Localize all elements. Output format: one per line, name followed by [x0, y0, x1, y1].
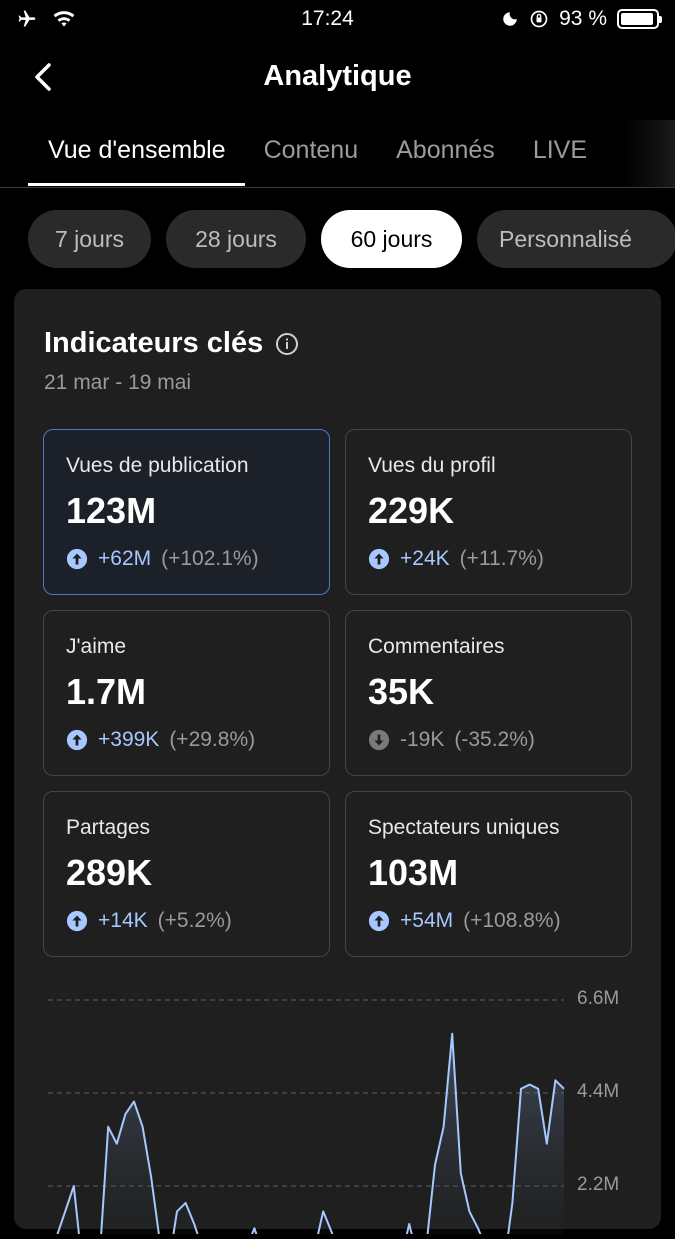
metric-value: 289K — [66, 852, 153, 893]
metric-label: Commentaires — [368, 635, 505, 658]
metric-delta: +24K — [400, 547, 450, 570]
metric-label: Vues de publication — [66, 454, 249, 477]
metric-delta-percent: (+11.7%) — [459, 547, 544, 570]
metric-label: J'aime — [66, 635, 127, 658]
card-date-range: 21 mar - 19 mai — [44, 371, 192, 394]
metric-delta: +399K — [98, 728, 160, 751]
battery-percent: 93 % — [559, 7, 607, 30]
metric-label: Spectateurs uniques — [368, 816, 560, 839]
metric-value: 229K — [368, 490, 455, 531]
airplane-icon — [18, 10, 36, 27]
metric-card-unique-viewers[interactable]: Spectateurs uniques 103M +54M (+108.8%) — [345, 791, 632, 957]
metric-change: +62M (+102.1%) — [66, 547, 259, 571]
arrow-up-circle-icon — [368, 910, 390, 932]
metric-delta-percent: (-35.2%) — [454, 728, 535, 751]
battery-icon — [617, 9, 662, 29]
metric-delta-percent: (+29.8%) — [169, 728, 256, 751]
range-60-days[interactable]: 60 jours — [321, 210, 462, 268]
arrow-up-circle-icon — [66, 910, 88, 932]
tab-followers[interactable]: Abonnés — [396, 136, 495, 164]
metric-delta-percent: (+102.1%) — [161, 547, 259, 570]
metric-card-comments[interactable]: Commentaires 35K -19K (-35.2%) — [345, 610, 632, 776]
metric-change: +14K (+5.2%) — [66, 909, 232, 933]
tabs-fade — [625, 120, 675, 187]
arrow-up-circle-icon — [66, 548, 88, 570]
status-time: 17:24 — [301, 7, 354, 30]
metric-card-post-views[interactable]: Vues de publication 123M +62M (+102.1%) — [43, 429, 330, 595]
metric-value: 1.7M — [66, 671, 147, 712]
y-tick-label: 2.2M — [577, 1174, 620, 1195]
metric-delta-percent: (+108.8%) — [463, 909, 561, 932]
range-7-days[interactable]: 7 jours — [28, 210, 151, 268]
range-custom[interactable]: Personnalisé — [477, 210, 675, 268]
metric-change: +54M (+108.8%) — [368, 909, 561, 933]
metric-value: 35K — [368, 671, 435, 712]
metric-delta: +54M — [400, 909, 454, 932]
tab-live[interactable]: LIVE — [532, 136, 588, 164]
chart: 6.6M 4.4M 2.2M — [14, 984, 661, 1239]
metric-change: -19K (-35.2%) — [368, 728, 535, 752]
card-title-text: Indicateurs clés — [44, 327, 264, 359]
back-arrow-icon[interactable] — [24, 57, 64, 97]
chart-svg — [48, 999, 565, 1239]
page-title: Analytique — [263, 59, 412, 92]
y-tick-label: 6.6M — [577, 988, 620, 1009]
metric-card-shares[interactable]: Partages 289K +14K (+5.2%) — [43, 791, 330, 957]
info-icon[interactable] — [275, 332, 299, 356]
metric-label: Partages — [66, 816, 151, 839]
header: Analytique — [0, 45, 675, 107]
status-bar: 17:24 93 % — [0, 0, 675, 38]
wifi-icon — [53, 11, 75, 27]
tab-overview[interactable]: Vue d'ensemble — [28, 120, 245, 186]
status-right: 93 % — [439, 7, 662, 31]
moon-icon — [503, 12, 517, 26]
card-title: Indicateurs clés — [44, 327, 299, 360]
metric-delta: +62M — [98, 547, 152, 570]
metric-delta-percent: (+5.2%) — [157, 909, 232, 932]
metric-change: +24K (+11.7%) — [368, 547, 544, 571]
metric-delta: +14K — [98, 909, 148, 932]
date-range-selector: 7 jours 28 jours 60 jours Personnalisé — [0, 210, 675, 268]
key-metrics-card: Indicateurs clés 21 mar - 19 mai Vues de… — [14, 289, 661, 1239]
orientation-lock-icon — [530, 10, 548, 28]
tab-bar: Vue d'ensemble Contenu Abonnés LIVE — [0, 120, 675, 188]
arrow-up-circle-icon — [368, 548, 390, 570]
metric-card-likes[interactable]: J'aime 1.7M +399K (+29.8%) — [43, 610, 330, 776]
y-tick-label: 4.4M — [577, 1081, 620, 1102]
metric-value: 123M — [66, 490, 157, 531]
status-left — [16, 9, 216, 29]
tab-content[interactable]: Contenu — [263, 136, 359, 164]
metric-change: +399K (+29.8%) — [66, 728, 255, 752]
metric-delta: -19K — [400, 728, 445, 751]
metric-value: 103M — [368, 852, 459, 893]
metric-card-profile-views[interactable]: Vues du profil 229K +24K (+11.7%) — [345, 429, 632, 595]
series-area — [54, 1033, 564, 1239]
arrow-down-circle-icon — [368, 729, 390, 751]
range-28-days[interactable]: 28 jours — [166, 210, 306, 268]
metric-label: Vues du profil — [368, 454, 496, 477]
arrow-up-circle-icon — [66, 729, 88, 751]
